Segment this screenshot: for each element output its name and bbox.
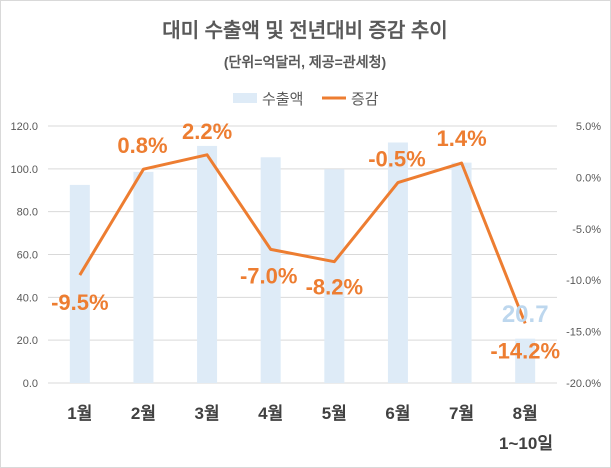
right-tick-label: 0.0% — [576, 172, 601, 184]
x-tick-label: 3월 — [195, 404, 220, 423]
chart-title: 대미 수출액 및 전년대비 증감 추이 — [162, 19, 447, 42]
line-data-label: 0.8% — [117, 133, 167, 158]
gridlines — [48, 125, 557, 384]
left-tick-label: 40.0 — [17, 292, 38, 304]
bar-exports — [451, 162, 472, 383]
line-data-label: -14.2% — [490, 338, 560, 363]
bar-exports — [387, 142, 408, 383]
left-tick-label: 80.0 — [17, 207, 38, 219]
x-axis: 1월 2월 3월 4월 5월 6월 7월 8월 — [67, 404, 537, 423]
left-tick-label: 20.0 — [17, 335, 38, 347]
legend-label-change: 증감 — [351, 91, 379, 108]
bar-exports — [260, 157, 281, 383]
left-tick-label: 60.0 — [17, 250, 38, 262]
bars — [69, 142, 536, 383]
x-tick-label: 5월 — [322, 404, 347, 423]
bar-exports — [133, 171, 154, 383]
right-tick-label: -5.0% — [572, 224, 601, 236]
x-tick-label: 1월 — [67, 404, 92, 423]
bar-exports — [515, 338, 536, 383]
right-tick-label: -20.0% — [566, 378, 601, 390]
bar-exports — [324, 169, 345, 383]
line-data-label: -7.0% — [240, 263, 297, 288]
legend-label-exports: 수출액 — [262, 91, 303, 108]
legend: 수출액 증감 — [233, 91, 379, 108]
bar-exports — [197, 145, 218, 383]
right-tick-label: -10.0% — [566, 275, 601, 287]
x-tick-label: 6월 — [385, 404, 410, 423]
left-tick-label: 120.0 — [10, 121, 38, 133]
line-data-label: -9.5% — [51, 290, 108, 315]
bar-exports — [69, 184, 90, 383]
legend-bar-swatch — [233, 93, 257, 103]
left-tick-label: 0.0 — [23, 378, 38, 390]
bar-data-label: 20.7 — [502, 301, 549, 328]
data-labels: 20.7 -9.5% 0.8% 2.2% -7.0% -8.2% -0.5% 1.4% -14.… — [51, 119, 560, 364]
left-axis: 0.0 20.0 40.0 60.0 80.0 100.0 120.0 — [10, 121, 38, 390]
x-tick-label: 7월 — [449, 404, 474, 423]
x-tick-label: 8월 — [513, 404, 538, 423]
x-tick-label: 2월 — [131, 404, 156, 423]
x-note-label: 1~10일 — [499, 434, 553, 453]
left-tick-label: 100.0 — [10, 164, 38, 176]
right-tick-label: 5.0% — [576, 121, 601, 133]
x-tick-label: 4월 — [258, 404, 283, 423]
line-data-label: -0.5% — [368, 147, 425, 172]
right-tick-label: -15.0% — [566, 327, 601, 339]
line-data-label: 2.2% — [182, 119, 232, 144]
change-line — [78, 153, 527, 324]
line-data-label: -8.2% — [306, 275, 363, 300]
chart-subtitle: (단위=억달러, 제공=관세청) — [224, 54, 386, 70]
right-axis: -20.0% -15.0% -10.0% -5.0% 0.0% 5.0% — [566, 121, 601, 390]
line-data-label: 1.4% — [436, 126, 486, 151]
